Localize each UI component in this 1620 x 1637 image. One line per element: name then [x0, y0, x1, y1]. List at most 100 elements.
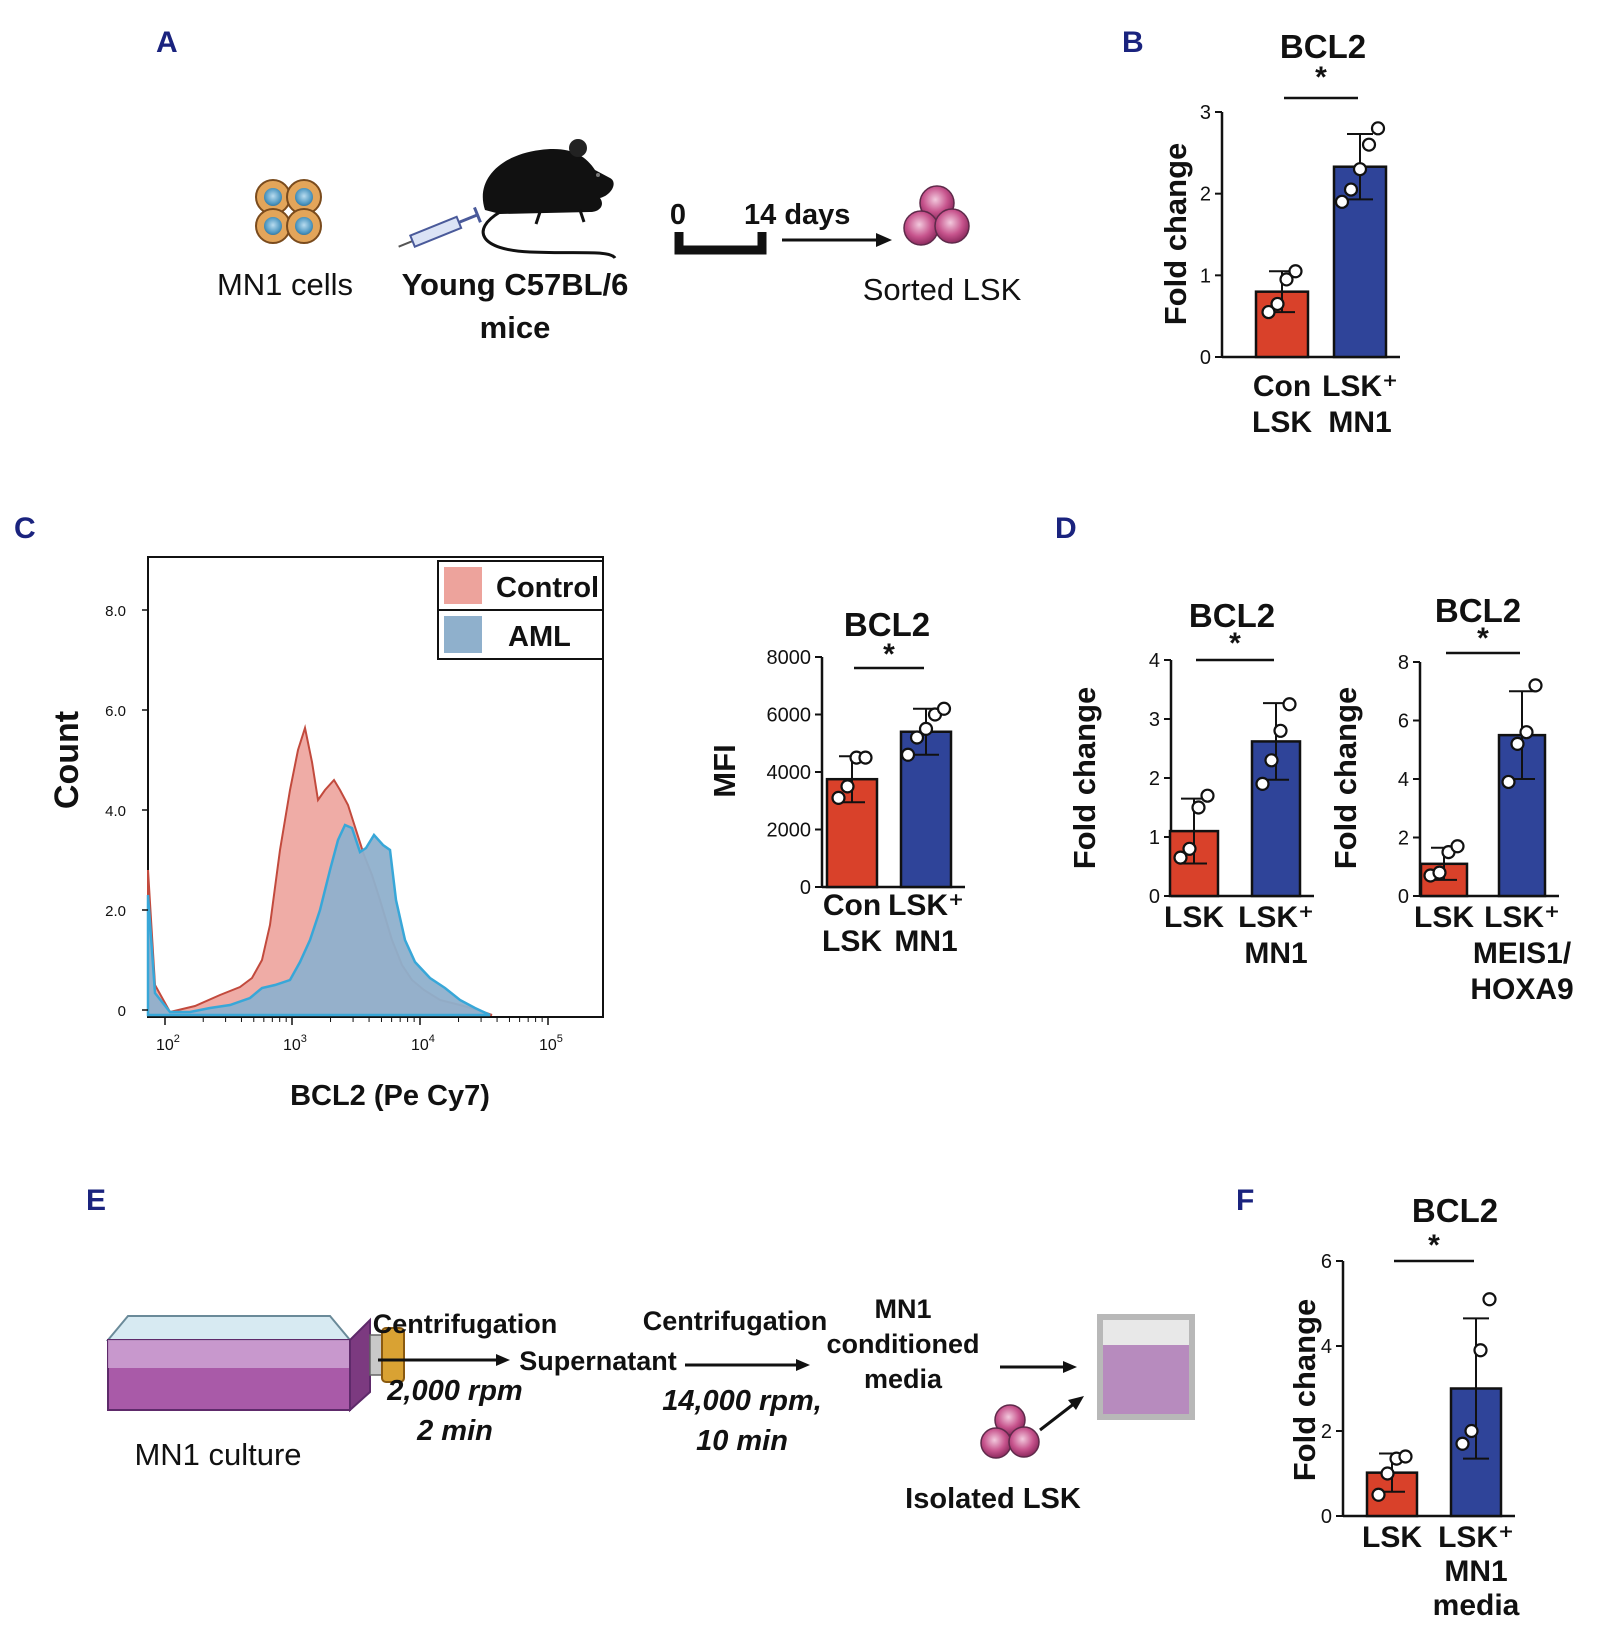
culture-well-icon — [1097, 1314, 1195, 1420]
panel-letter-f: F — [1236, 1184, 1254, 1217]
syringe-icon — [398, 206, 482, 248]
y-tick-label: 6000 — [767, 705, 812, 727]
y-tick-label: 0 — [800, 877, 811, 899]
lsk-cells-icon — [903, 185, 970, 246]
y-tick-label: 4 — [1149, 650, 1160, 672]
data-point — [1473, 1343, 1488, 1358]
y-tick-label: 2 — [1200, 184, 1211, 206]
y-tick-label: 4000 — [767, 762, 812, 784]
histogram-x-tick-label: 104 — [411, 1033, 435, 1054]
panel-c-histogram: 0 2.0 4.0 6.0 8.0 102 103 104 105 Count BCL2 (P… — [48, 556, 604, 1112]
data-point — [1273, 723, 1288, 738]
chart-title: BCL2 — [844, 606, 930, 643]
y-tick-label: 6 — [1398, 711, 1409, 733]
category-label: LSK — [1252, 406, 1312, 439]
category-label: LSK⁺ — [1484, 901, 1560, 934]
data-point — [1334, 194, 1350, 209]
data-point — [1398, 1449, 1413, 1464]
y-tick-label: 4 — [1398, 769, 1409, 791]
isolated-lsk-label: Isolated LSK — [905, 1483, 1081, 1515]
category-label: LSK — [822, 925, 882, 958]
data-point — [1288, 264, 1303, 279]
data-point — [1261, 304, 1276, 320]
panel-letter-d: D — [1055, 512, 1077, 545]
category-label: LSK — [1164, 901, 1224, 934]
conditioned-media-line3: media — [864, 1364, 943, 1394]
panel-letter-c: C — [14, 512, 36, 545]
y-tick-label: 0 — [1149, 886, 1160, 908]
speed-1-label: 2,000 rpm — [386, 1375, 522, 1407]
data-point — [909, 730, 925, 745]
mice-label-line2: mice — [480, 310, 551, 345]
y-tick-label: 2 — [1321, 1421, 1332, 1443]
y-tick-label: 8 — [1398, 652, 1409, 674]
data-point — [1432, 865, 1447, 880]
data-point — [1510, 736, 1525, 752]
data-point — [1519, 725, 1534, 740]
data-point — [900, 747, 916, 762]
y-tick-label: 1 — [1149, 827, 1160, 849]
histogram-y-tick-label: 8.0 — [105, 603, 126, 620]
panel-letter-e: E — [86, 1184, 106, 1217]
panel-e-schematic: MN1 culture Centrifugation 2,000 rpm 2 m… — [105, 1294, 1195, 1515]
data-point — [1455, 1436, 1470, 1451]
data-point — [1343, 182, 1359, 197]
speed-2-label: 14,000 rpm, — [662, 1385, 822, 1417]
data-point — [936, 701, 952, 716]
data-point — [1282, 697, 1297, 712]
bar-chart-d1: BCL2 0 1 2 3 4 Fold change LSK LSK⁺MN1 * — [1067, 597, 1314, 970]
category-label: HOXA9 — [1470, 973, 1573, 1006]
category-label: LSK⁺ — [888, 889, 964, 922]
mouse-icon — [481, 139, 617, 260]
histogram-legend: Control AML — [437, 560, 604, 660]
bar-chart-d2: BCL2 0 2 4 6 8 Fold change LSK LSK⁺MEIS1/HOXA9 * — [1328, 592, 1574, 1006]
conditioned-media-line1: MN1 — [874, 1294, 931, 1324]
y-tick-label: 2000 — [767, 820, 812, 842]
legend-control-label: Control — [496, 572, 599, 604]
chart-title: BCL2 — [1280, 28, 1366, 65]
category-label: media — [1433, 1589, 1520, 1622]
time-1-label: 2 min — [416, 1415, 493, 1447]
data-point — [1191, 800, 1206, 815]
data-point — [1361, 137, 1377, 152]
data-point — [1450, 839, 1465, 854]
data-point — [840, 779, 855, 794]
data-point — [1482, 1292, 1497, 1307]
histogram-y-label: Count — [48, 711, 86, 809]
data-point — [831, 790, 846, 805]
step-arrow-4 — [1039, 1401, 1076, 1432]
y-tick-label: 8000 — [767, 647, 812, 669]
category-label: LSK⁺ — [1322, 370, 1398, 403]
chart-title: BCL2 — [1412, 1192, 1498, 1229]
y-axis-label: Fold change — [1158, 143, 1193, 326]
mn1-cells-icon — [255, 179, 322, 244]
histogram-y-tick-label: 6.0 — [105, 703, 126, 720]
centrifugation-2-label: Centrifugation — [643, 1306, 827, 1336]
y-tick-label: 6 — [1321, 1251, 1332, 1273]
y-axis-label: MFI — [707, 744, 742, 797]
y-axis-label: Fold change — [1287, 1299, 1322, 1482]
y-tick-label: 4 — [1321, 1336, 1332, 1358]
data-point — [1255, 776, 1270, 792]
histogram-x-tick-label: 102 — [156, 1033, 180, 1054]
category-label: Con — [823, 889, 881, 922]
panel-letter-a: A — [156, 26, 178, 59]
data-point — [1279, 272, 1294, 287]
histogram-y-tick-label: 0 — [118, 1003, 126, 1020]
chart-title: BCL2 — [1189, 597, 1275, 634]
y-tick-label: 0 — [1398, 886, 1409, 908]
sorted-lsk-label: Sorted LSK — [863, 272, 1022, 307]
category-label: MN1 — [894, 925, 957, 958]
data-point — [1528, 678, 1543, 693]
y-tick-label: 0 — [1200, 347, 1211, 369]
culture-label: MN1 culture — [134, 1437, 301, 1472]
data-point — [1270, 296, 1285, 312]
histogram-x-tick-label: 103 — [283, 1033, 307, 1054]
category-label: MN1 — [1328, 406, 1391, 439]
data-point — [1380, 1466, 1395, 1481]
supernatant-label: Supernatant — [519, 1346, 677, 1376]
y-tick-label: 2 — [1398, 828, 1409, 850]
